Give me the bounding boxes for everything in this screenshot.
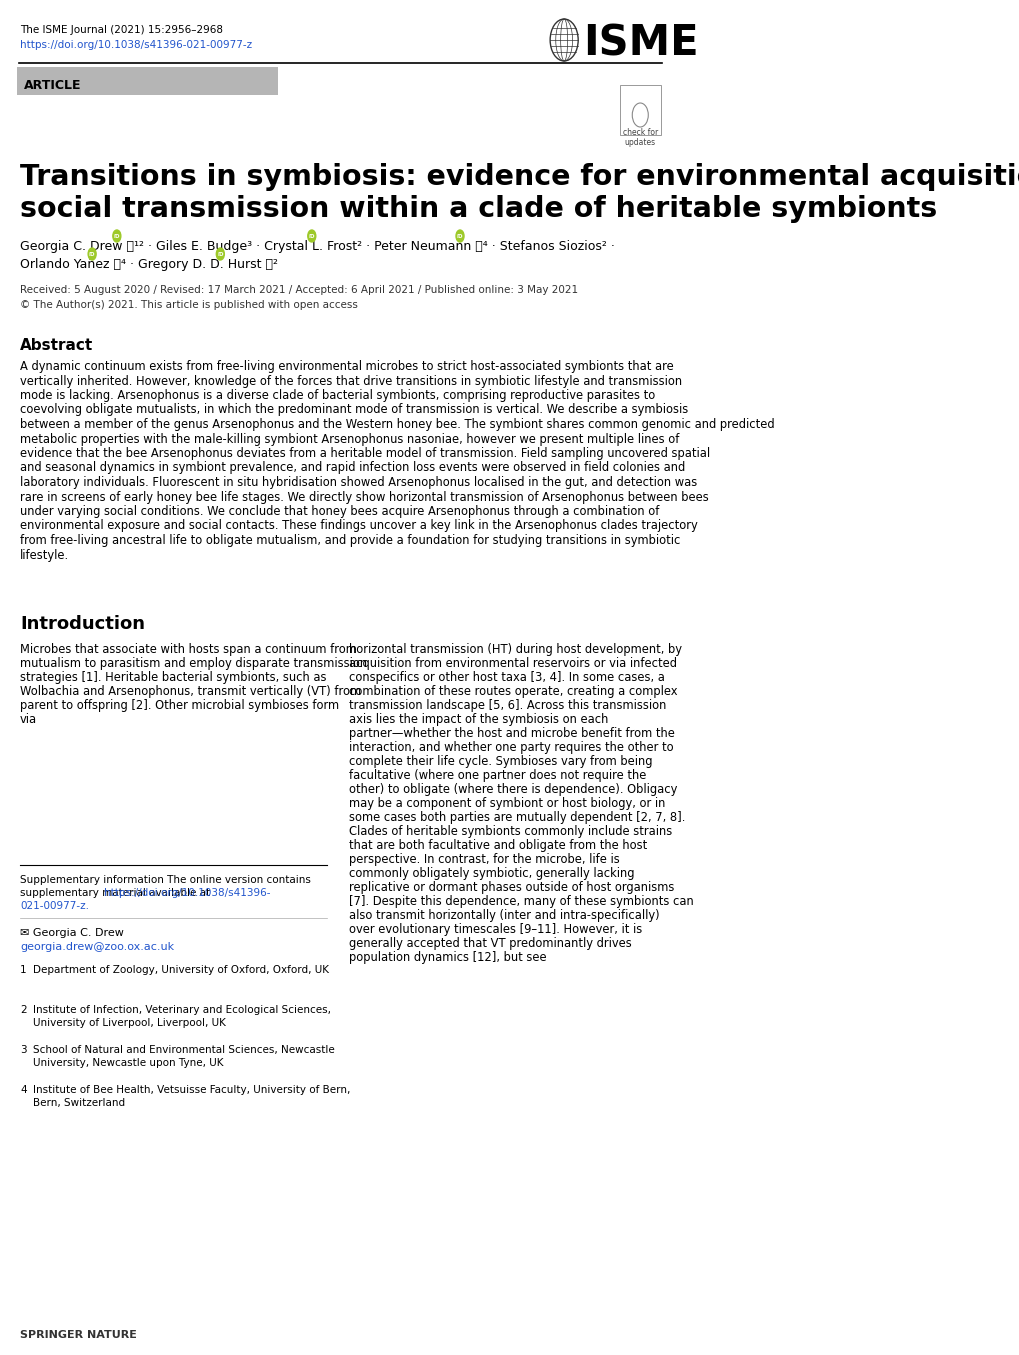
Text: may be a component of symbiont or host biology, or in: may be a component of symbiont or host b… [348, 797, 664, 810]
Text: that are both facultative and obligate from the host: that are both facultative and obligate f… [348, 839, 646, 852]
Text: metabolic properties with the male-killing symbiont Arsenophonus nasoniae, howev: metabolic properties with the male-killi… [20, 432, 679, 446]
Text: The ISME Journal (2021) 15:2956–2968: The ISME Journal (2021) 15:2956–2968 [20, 24, 223, 35]
Text: facultative (where one partner does not require the: facultative (where one partner does not … [348, 770, 645, 782]
Text: 1: 1 [20, 965, 26, 976]
Text: Department of Zoology, University of Oxford, Oxford, UK: Department of Zoology, University of Oxf… [34, 965, 329, 976]
FancyBboxPatch shape [619, 85, 660, 136]
Text: 2: 2 [20, 1005, 26, 1015]
Text: ARTICLE: ARTICLE [24, 79, 82, 92]
Circle shape [632, 103, 648, 127]
Text: iD: iD [217, 252, 223, 256]
Text: under varying social conditions. We conclude that honey bees acquire Arsenophonu: under varying social conditions. We conc… [20, 505, 658, 518]
Text: and seasonal dynamics in symbiont prevalence, and rapid infection loss events we: and seasonal dynamics in symbiont preval… [20, 462, 685, 474]
Text: Introduction: Introduction [20, 615, 145, 633]
Text: ISME: ISME [583, 22, 698, 64]
Text: SPRINGER NATURE: SPRINGER NATURE [20, 1331, 137, 1340]
Text: interaction, and whether one party requires the other to: interaction, and whether one party requi… [348, 741, 673, 753]
Text: population dynamics [12], but see: population dynamics [12], but see [348, 951, 545, 963]
Text: Bern, Switzerland: Bern, Switzerland [34, 1098, 125, 1108]
Text: combination of these routes operate, creating a complex: combination of these routes operate, cre… [348, 686, 677, 698]
Text: 3: 3 [20, 1045, 26, 1056]
Circle shape [216, 248, 224, 260]
Text: Clades of heritable symbionts commonly include strains: Clades of heritable symbionts commonly i… [348, 825, 672, 837]
Circle shape [455, 230, 464, 243]
Text: evidence that the bee Arsenophonus deviates from a heritable model of transmissi: evidence that the bee Arsenophonus devia… [20, 447, 709, 459]
Text: replicative or dormant phases outside of host organisms: replicative or dormant phases outside of… [348, 881, 674, 894]
Text: iD: iD [113, 233, 120, 238]
Text: georgia.drew@zoo.ox.ac.uk: georgia.drew@zoo.ox.ac.uk [20, 942, 174, 953]
Text: environmental exposure and social contacts. These findings uncover a key link in: environmental exposure and social contac… [20, 519, 697, 533]
Text: Received: 5 August 2020 / Revised: 17 March 2021 / Accepted: 6 April 2021 / Publ: Received: 5 August 2020 / Revised: 17 Ma… [20, 285, 578, 295]
Text: Supplementary information The online version contains: Supplementary information The online ver… [20, 875, 311, 885]
Text: [7]. Despite this dependence, many of these symbionts can: [7]. Despite this dependence, many of th… [348, 896, 693, 908]
Text: Orlando Yañez ⓘ⁴ · Gregory D. D. Hurst ⓘ²: Orlando Yañez ⓘ⁴ · Gregory D. D. Hurst ⓘ… [20, 257, 278, 271]
Text: supplementary material available at: supplementary material available at [20, 888, 213, 898]
Text: https://doi.org/10.1038/s41396-: https://doi.org/10.1038/s41396- [104, 888, 270, 898]
Text: horizontal transmission (HT) during host development, by: horizontal transmission (HT) during host… [348, 644, 681, 656]
Text: acquisition from environmental reservoirs or via infected: acquisition from environmental reservoir… [348, 657, 676, 669]
Text: Institute of Bee Health, Vetsuisse Faculty, University of Bern,: Institute of Bee Health, Vetsuisse Facul… [34, 1085, 351, 1095]
Text: perspective. In contrast, for the microbe, life is: perspective. In contrast, for the microb… [348, 854, 619, 866]
Text: iD: iD [457, 233, 463, 238]
Text: mutualism to parasitism and employ disparate transmission: mutualism to parasitism and employ dispa… [20, 657, 367, 669]
Circle shape [308, 230, 316, 243]
Text: from free-living ancestral life to obligate mutualism, and provide a foundation : from free-living ancestral life to oblig… [20, 534, 680, 547]
Text: strategies [1]. Heritable bacterial symbionts, such as: strategies [1]. Heritable bacterial symb… [20, 671, 326, 684]
Text: between a member of the genus Arsenophonus and the Western honey bee. The symbio: between a member of the genus Arsenophon… [20, 417, 773, 431]
Text: https://doi.org/10.1038/s41396-021-00977-z: https://doi.org/10.1038/s41396-021-00977… [20, 41, 252, 50]
Text: complete their life cycle. Symbioses vary from being: complete their life cycle. Symbioses var… [348, 755, 651, 768]
Text: iD: iD [89, 252, 96, 256]
Text: University, Newcastle upon Tyne, UK: University, Newcastle upon Tyne, UK [34, 1058, 223, 1068]
Text: partner—whether the host and microbe benefit from the: partner—whether the host and microbe ben… [348, 728, 674, 740]
Text: other) to obligate (where there is dependence). Obligacy: other) to obligate (where there is depen… [348, 783, 677, 795]
Text: check for
updates: check for updates [622, 127, 657, 148]
Text: social transmission within a clade of heritable symbionts: social transmission within a clade of he… [20, 195, 936, 224]
Text: A dynamic continuum exists from free-living environmental microbes to strict hos: A dynamic continuum exists from free-liv… [20, 360, 674, 373]
Text: mode is lacking. Arsenophonus is a diverse clade of bacterial symbionts, compris: mode is lacking. Arsenophonus is a diver… [20, 389, 654, 402]
Text: Transitions in symbiosis: evidence for environmental acquisition and: Transitions in symbiosis: evidence for e… [20, 163, 1019, 191]
Text: Abstract: Abstract [20, 337, 93, 354]
Text: 021-00977-z.: 021-00977-z. [20, 901, 89, 911]
Text: Georgia C. Drew ⓘ¹² · Giles E. Budge³ · Crystal L. Frost² · Peter Neumann ⓘ⁴ · S: Georgia C. Drew ⓘ¹² · Giles E. Budge³ · … [20, 240, 614, 253]
Text: parent to offspring [2]. Other microbial symbioses form: parent to offspring [2]. Other microbial… [20, 699, 339, 711]
Text: commonly obligately symbiotic, generally lacking: commonly obligately symbiotic, generally… [348, 867, 634, 879]
Text: coevolving obligate mutualists, in which the predominant mode of transmission is: coevolving obligate mutualists, in which… [20, 404, 688, 416]
Text: axis lies the impact of the symbiosis on each: axis lies the impact of the symbiosis on… [348, 713, 607, 726]
Text: Wolbachia and Arsenophonus, transmit vertically (VT) from: Wolbachia and Arsenophonus, transmit ver… [20, 686, 361, 698]
Text: via: via [20, 713, 37, 726]
Text: laboratory individuals. Fluorescent in situ hybridisation showed Arsenophonus lo: laboratory individuals. Fluorescent in s… [20, 476, 697, 489]
Text: © The Author(s) 2021. This article is published with open access: © The Author(s) 2021. This article is pu… [20, 299, 358, 310]
Text: over evolutionary timescales [9–11]. However, it is: over evolutionary timescales [9–11]. How… [348, 923, 641, 936]
Text: also transmit horizontally (inter and intra-specifically): also transmit horizontally (inter and in… [348, 909, 658, 921]
Text: School of Natural and Environmental Sciences, Newcastle: School of Natural and Environmental Scie… [34, 1045, 335, 1056]
FancyBboxPatch shape [17, 66, 277, 95]
Text: 4: 4 [20, 1085, 26, 1095]
Text: Institute of Infection, Veterinary and Ecological Sciences,: Institute of Infection, Veterinary and E… [34, 1005, 331, 1015]
Text: University of Liverpool, Liverpool, UK: University of Liverpool, Liverpool, UK [34, 1018, 226, 1028]
Text: vertically inherited. However, knowledge of the forces that drive transitions in: vertically inherited. However, knowledge… [20, 374, 682, 388]
Circle shape [113, 230, 120, 243]
Circle shape [88, 248, 96, 260]
Text: transmission landscape [5, 6]. Across this transmission: transmission landscape [5, 6]. Across th… [348, 699, 665, 711]
Text: rare in screens of early honey bee life stages. We directly show horizontal tran: rare in screens of early honey bee life … [20, 491, 708, 504]
Text: generally accepted that VT predominantly drives: generally accepted that VT predominantly… [348, 938, 631, 950]
Text: some cases both parties are mutually dependent [2, 7, 8].: some cases both parties are mutually dep… [348, 812, 684, 824]
Text: iD: iD [308, 233, 315, 238]
Text: conspecifics or other host taxa [3, 4]. In some cases, a: conspecifics or other host taxa [3, 4]. … [348, 671, 663, 684]
Text: lifestyle.: lifestyle. [20, 549, 69, 561]
Text: ✉ Georgia C. Drew: ✉ Georgia C. Drew [20, 928, 123, 938]
Text: Microbes that associate with hosts span a continuum from: Microbes that associate with hosts span … [20, 644, 357, 656]
